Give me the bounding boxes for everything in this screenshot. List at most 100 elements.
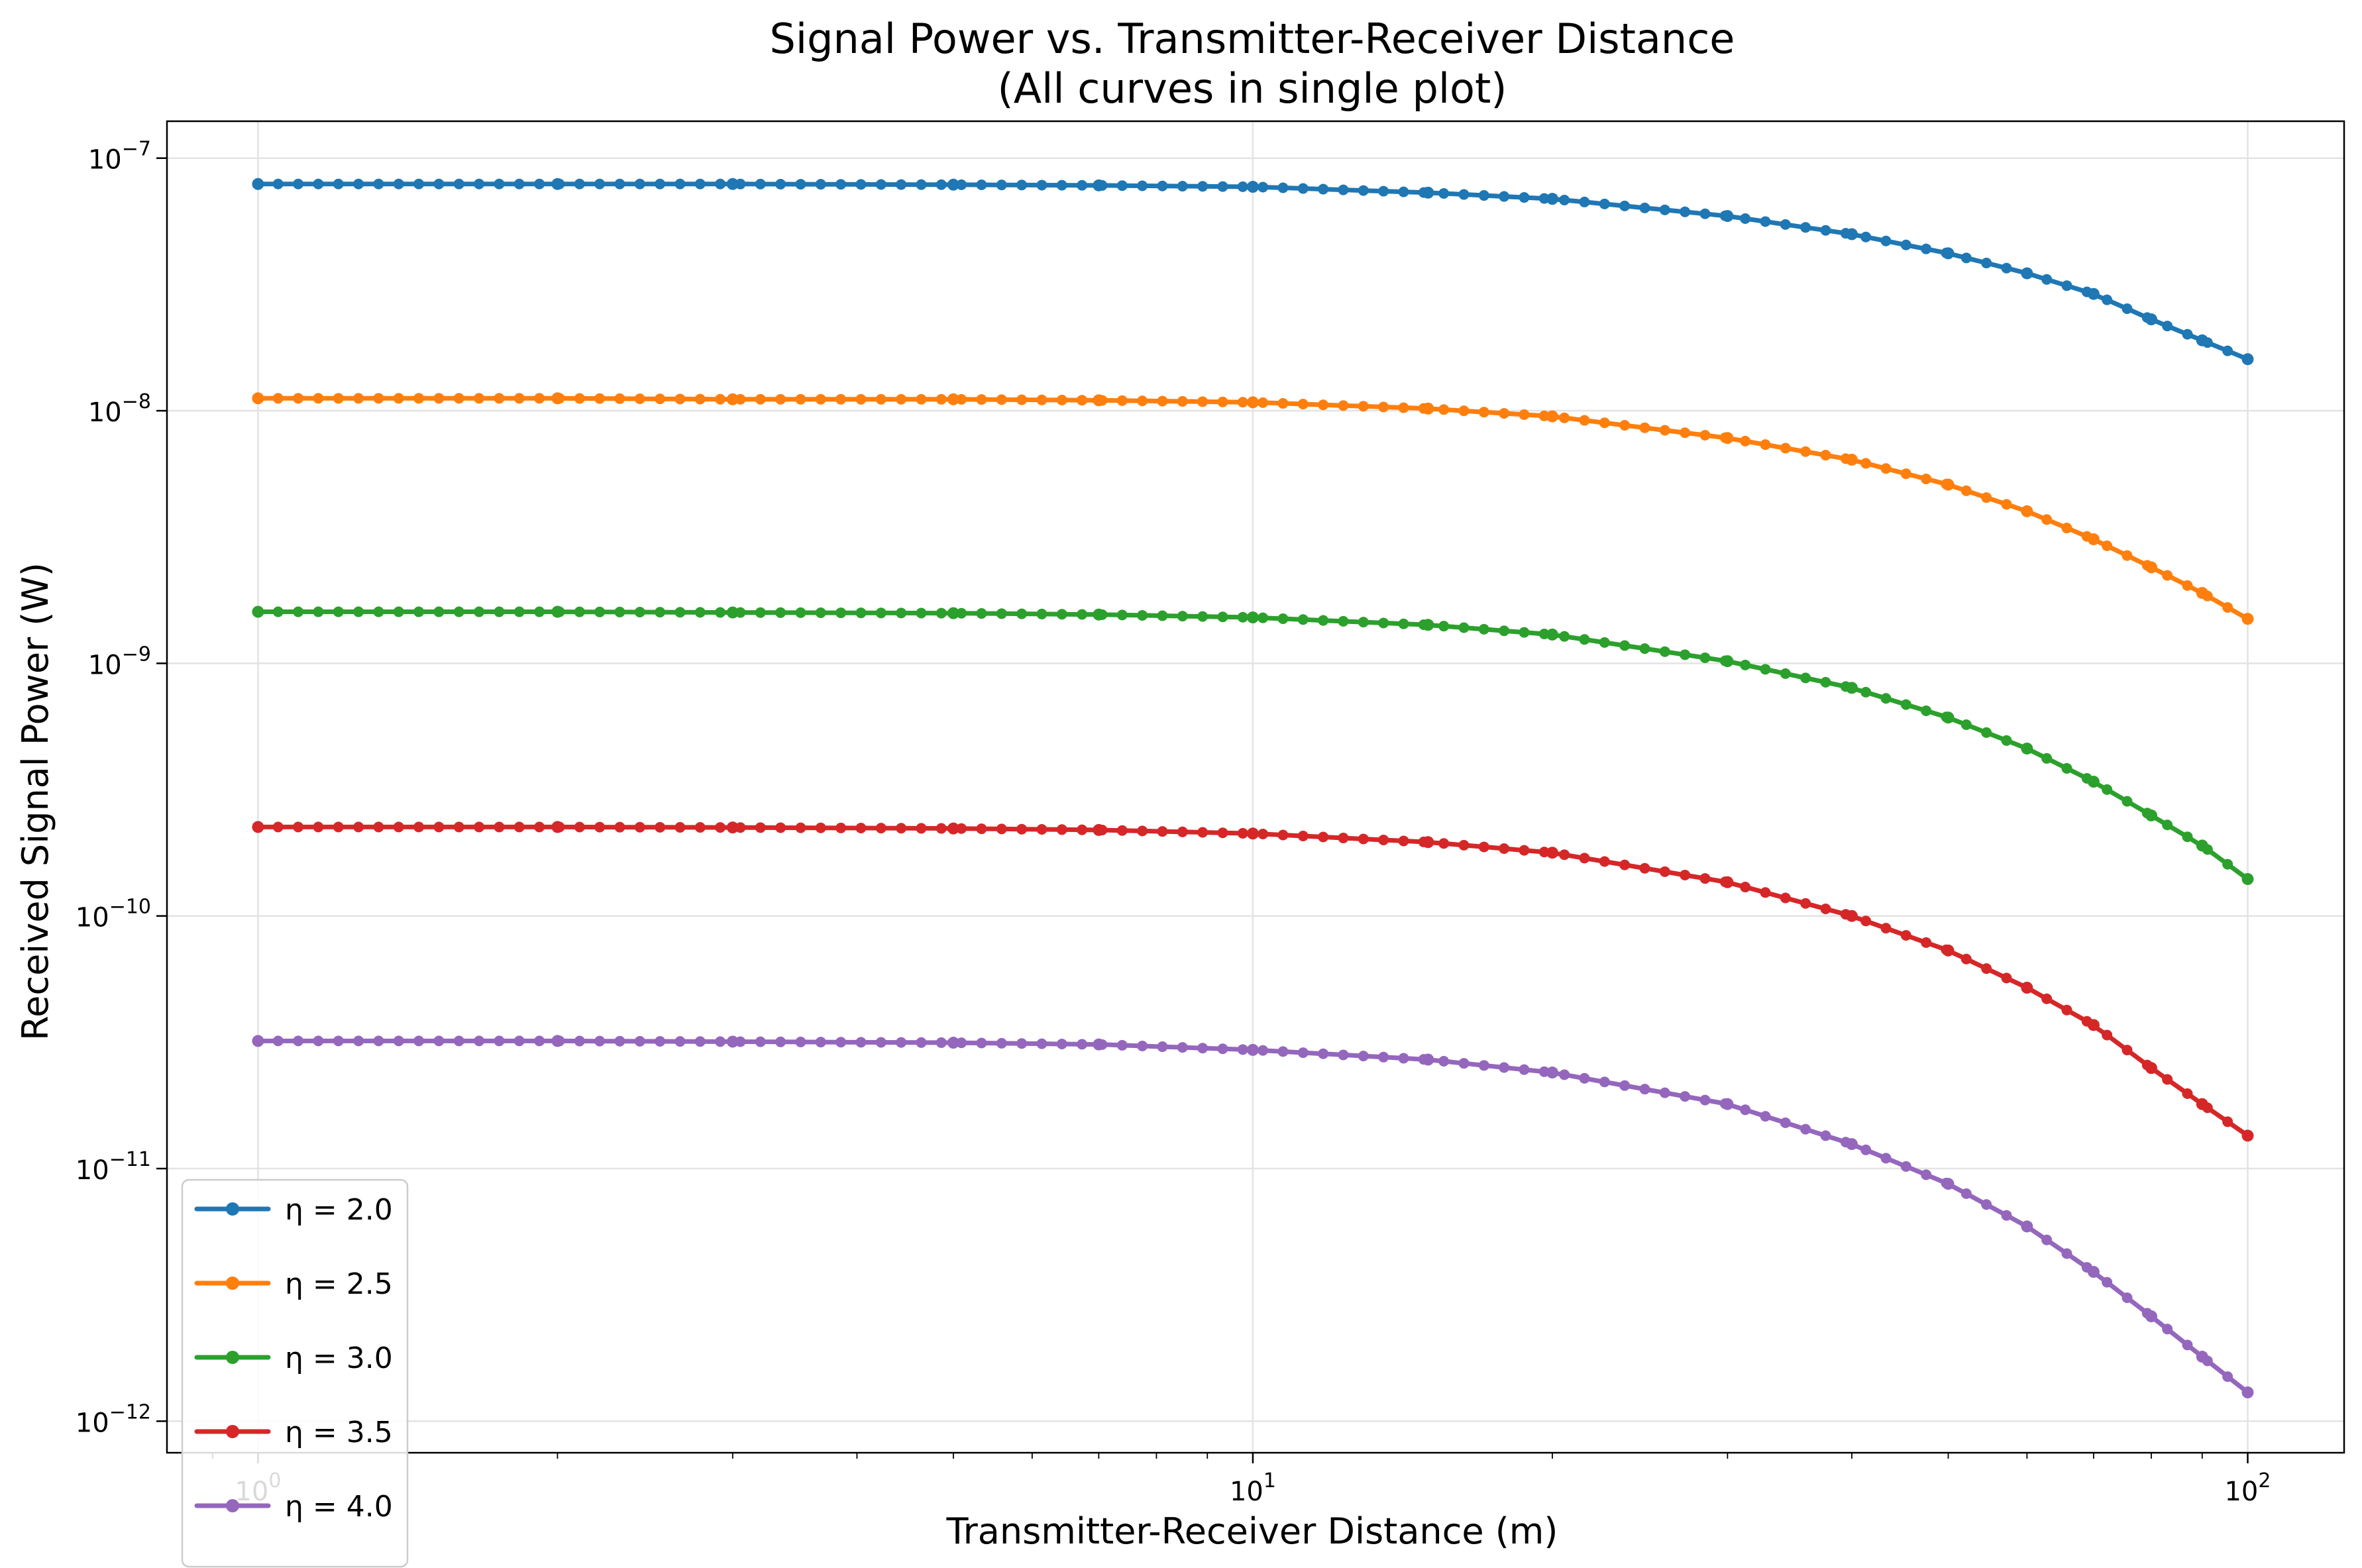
series-marker xyxy=(815,607,826,618)
series-marker xyxy=(1659,866,1670,877)
series-marker xyxy=(1519,409,1530,420)
series-marker xyxy=(735,607,746,618)
series-marker xyxy=(1116,609,1128,621)
series-marker xyxy=(333,1035,344,1047)
data-point xyxy=(1546,1067,1558,1079)
series-marker xyxy=(1538,193,1550,204)
series-marker xyxy=(453,606,464,617)
series-marker xyxy=(2242,1130,2253,1141)
series-marker xyxy=(373,606,384,617)
series-marker xyxy=(293,393,304,404)
series-marker xyxy=(1659,1087,1670,1098)
series-marker xyxy=(1297,614,1309,625)
series-marker xyxy=(1740,659,1751,670)
series-marker xyxy=(1258,397,1269,408)
series-marker xyxy=(433,821,445,833)
chart-subtitle: (All curves in single plot) xyxy=(998,64,1507,113)
series-marker xyxy=(2121,550,2133,561)
series-marker xyxy=(474,821,485,833)
series-marker xyxy=(2121,1045,2133,1056)
series-marker xyxy=(1036,180,1047,191)
series-marker xyxy=(1378,1051,1389,1063)
series-marker xyxy=(393,821,404,833)
y-tick-label: 10−9 xyxy=(88,643,151,680)
series-marker xyxy=(1599,417,1610,429)
series-marker xyxy=(1277,613,1289,624)
series-marker xyxy=(393,1035,404,1047)
series-marker xyxy=(293,606,304,617)
legend-item: η = 2.0 xyxy=(194,1193,393,1227)
x-tick-label: 101 xyxy=(1230,1469,1276,1507)
series-marker xyxy=(634,1035,645,1047)
series-marker xyxy=(494,1035,505,1047)
series-marker xyxy=(755,607,766,618)
series-marker xyxy=(1016,394,1028,405)
series-marker xyxy=(373,178,384,189)
series-marker xyxy=(2102,784,2113,795)
series-marker xyxy=(1036,824,1047,835)
series-marker xyxy=(2001,735,2012,746)
series-marker xyxy=(534,393,545,404)
series-marker xyxy=(1137,395,1148,407)
series-marker xyxy=(594,821,606,833)
data-point xyxy=(1246,396,1259,409)
series-marker xyxy=(1116,1039,1128,1051)
series-marker xyxy=(896,823,907,834)
series-marker xyxy=(1719,655,1731,666)
series-marker xyxy=(956,179,967,190)
series-marker xyxy=(1800,1124,1811,1135)
series-marker xyxy=(835,607,847,619)
series-marker xyxy=(1097,1039,1108,1050)
series-marker xyxy=(2041,274,2053,285)
series-marker xyxy=(655,1036,666,1047)
series-marker xyxy=(574,821,585,833)
legend-item: η = 4.0 xyxy=(194,1490,393,1524)
series-marker xyxy=(1157,1041,1168,1053)
series-marker xyxy=(1699,652,1711,663)
series-marker xyxy=(1740,213,1751,225)
series-marker xyxy=(655,178,666,189)
series-marker xyxy=(735,1036,746,1047)
series-marker xyxy=(1921,473,1932,484)
series-marker xyxy=(2061,1248,2072,1259)
series-marker xyxy=(494,178,505,189)
legend-label: η = 2.0 xyxy=(285,1193,393,1227)
series-marker xyxy=(795,179,806,190)
series-marker xyxy=(1780,892,1791,904)
series-marker xyxy=(1699,430,1711,441)
series-marker xyxy=(574,606,585,617)
series-marker xyxy=(1538,628,1550,639)
series-marker xyxy=(1297,1047,1309,1059)
series-marker xyxy=(393,606,404,617)
series-marker xyxy=(2021,743,2032,754)
legend-item: η = 2.5 xyxy=(194,1267,393,1301)
legend-label: η = 4.0 xyxy=(285,1490,393,1524)
series-marker xyxy=(775,178,786,189)
series-marker xyxy=(1097,825,1108,836)
series-marker xyxy=(1056,180,1067,191)
series-marker xyxy=(1599,198,1610,209)
series-marker xyxy=(1177,395,1188,407)
series-marker xyxy=(1820,676,1831,688)
data-point xyxy=(947,607,959,619)
series-marker xyxy=(715,393,726,405)
series-marker xyxy=(1077,824,1088,835)
series-marker xyxy=(393,393,404,404)
series-marker xyxy=(855,179,867,190)
series-marker xyxy=(1177,181,1188,192)
series-marker xyxy=(735,178,746,189)
series-marker xyxy=(1719,432,1731,443)
series-marker xyxy=(875,607,886,619)
series-1 xyxy=(252,178,2254,366)
series-marker xyxy=(1519,192,1530,203)
series-marker xyxy=(1157,826,1168,837)
series-marker xyxy=(1880,693,1892,704)
series-marker xyxy=(1378,834,1389,845)
series-marker xyxy=(976,823,987,835)
series-marker xyxy=(1659,646,1670,657)
series-marker xyxy=(1338,832,1349,843)
series-marker xyxy=(373,393,384,404)
series-marker xyxy=(956,1037,967,1049)
series-marker xyxy=(1780,668,1791,679)
series-marker xyxy=(2061,280,2072,291)
